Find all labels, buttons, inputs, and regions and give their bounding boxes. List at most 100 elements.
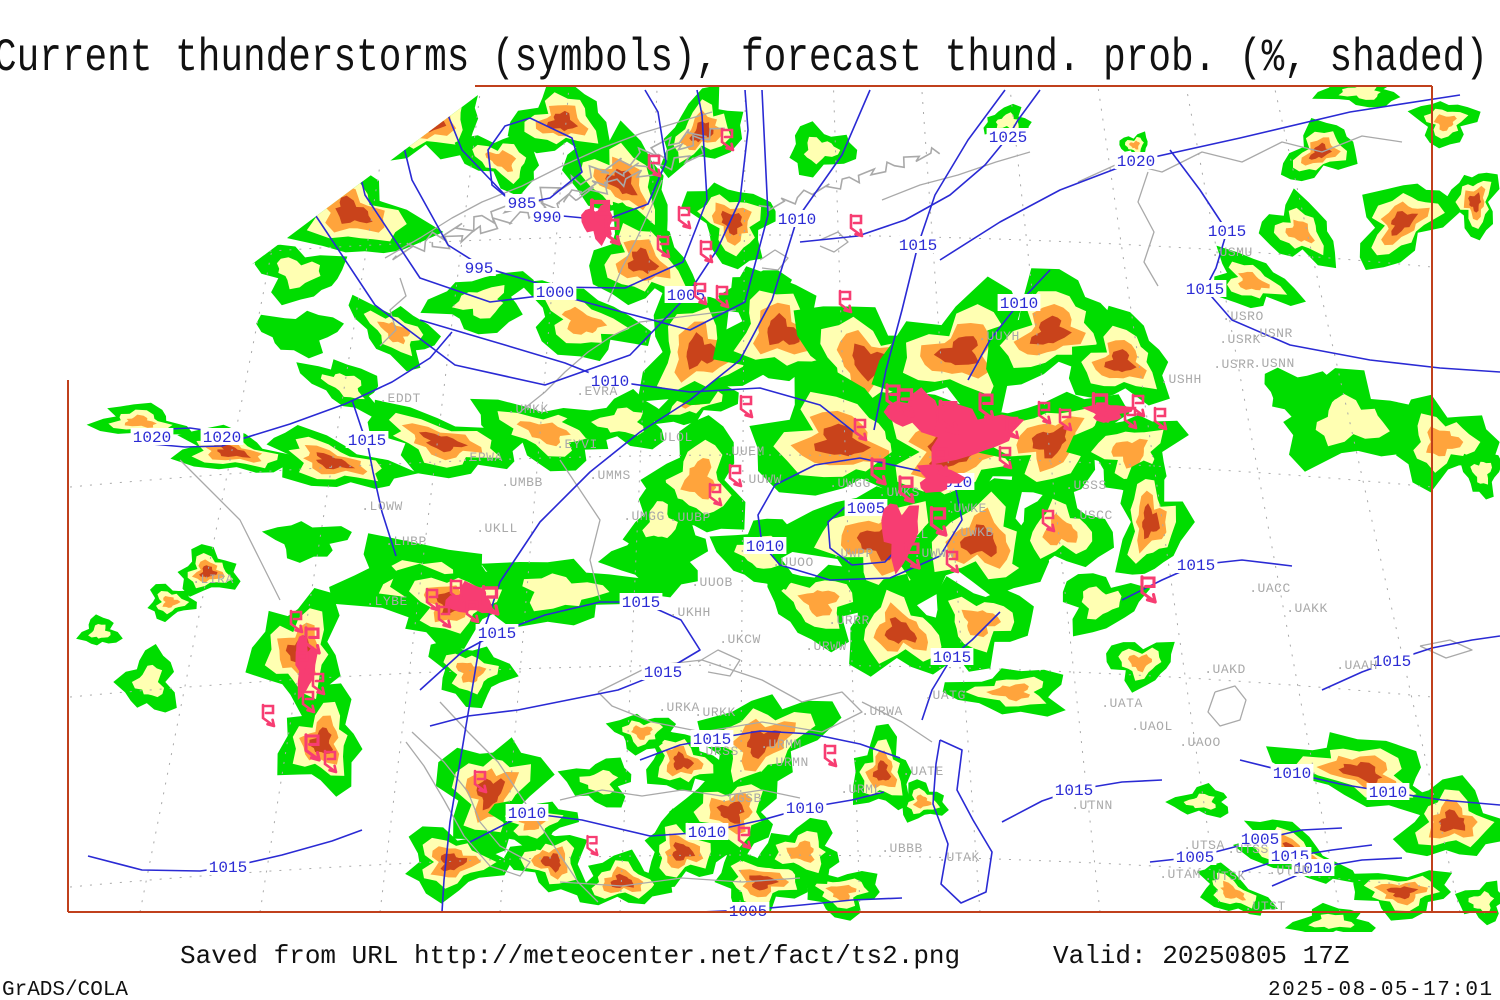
- station-id-label: .LYBE: [366, 594, 408, 609]
- prob-region-yellow: [1315, 392, 1390, 447]
- station-id-label: .UTSK: [1204, 869, 1246, 884]
- prob-region-red: [686, 332, 718, 370]
- isobar-line: [339, 89, 769, 331]
- prob-region-yellow: [1338, 86, 1381, 100]
- prob-region-red: [1142, 503, 1160, 540]
- coastline: [861, 701, 933, 743]
- isobar-label-box: [1174, 556, 1218, 573]
- station-id-label: .UTNN: [1071, 798, 1113, 813]
- isobar-label-box: [1183, 280, 1227, 297]
- isobar-label: 1010: [778, 211, 816, 229]
- prob-region-red: [933, 336, 979, 366]
- meridian-line: [139, 86, 306, 913]
- thunderstorm-icon: [289, 609, 304, 634]
- prob-region-orange: [1111, 438, 1148, 469]
- thunderstorm-cluster: [916, 464, 966, 493]
- isobar-label: 1025: [989, 129, 1027, 147]
- coastline: [379, 277, 407, 347]
- thunderstorm-icon: [589, 198, 612, 237]
- coastline: [519, 309, 737, 413]
- station-id-label: .USRO: [1222, 309, 1264, 324]
- thunderstorm-icon: [978, 392, 995, 421]
- isobar-line: [967, 269, 1051, 381]
- isobar-label: 1020: [1117, 153, 1155, 171]
- station-id-label: .LHBP: [385, 534, 427, 549]
- thunderstorm-icon: [301, 689, 316, 714]
- thunderstorm-icon: [853, 417, 868, 442]
- isobar-label: 1015: [933, 649, 971, 667]
- isobar-label: 1015: [622, 594, 660, 612]
- isobar-label: 1010: [1369, 784, 1407, 802]
- prob-region-yellow: [1308, 913, 1355, 929]
- station-id-label: .USCC: [1071, 508, 1113, 523]
- prob-region-orange: [1433, 114, 1457, 132]
- generation-timestamp: 2025-08-05-17:01: [1268, 979, 1494, 1000]
- station-id-label: .UAKD: [1204, 662, 1246, 677]
- prob-region-red: [627, 247, 660, 275]
- prob-region-red: [1468, 192, 1482, 213]
- coastline: [559, 459, 601, 601]
- isobar-label-box: [1205, 222, 1249, 239]
- thunderstorm-icon: [647, 153, 662, 178]
- isobar-label-box: [345, 431, 389, 448]
- isobar-line: [441, 89, 871, 913]
- station-id-label: .UBBB: [881, 841, 923, 856]
- isobar-line: [389, 89, 708, 289]
- thunderstorm-icon: [708, 482, 723, 507]
- thunderstorm-icon: [898, 475, 915, 504]
- prob-region-red: [852, 343, 893, 382]
- station-id-label: .EVRA: [576, 384, 618, 399]
- station-id-label: .UTDD: [1268, 863, 1310, 878]
- isobar-line: [1169, 149, 1500, 373]
- station-id-label: .URRR: [828, 613, 870, 628]
- isobar-label-box: [1291, 859, 1335, 876]
- prob-region-red: [1391, 211, 1419, 236]
- prob-region-red: [1438, 809, 1466, 832]
- prob-region-orange: [1220, 880, 1247, 901]
- station-id-label: .UAKK: [1286, 601, 1328, 616]
- isobar-label: 1015: [1373, 653, 1411, 671]
- mountain-clutter-line: [758, 146, 941, 213]
- prob-region-orange: [1426, 426, 1464, 457]
- thunderstorm-icon: [304, 733, 321, 762]
- prob-region-red: [610, 873, 634, 888]
- coastline: [759, 249, 789, 271]
- isobar-label-box: [206, 858, 250, 875]
- isobar-label: 1005: [847, 500, 885, 518]
- prob-region-orange: [797, 590, 840, 617]
- thunderstorm-icon: [1091, 392, 1110, 423]
- station-id-label: .UWGG: [829, 476, 871, 491]
- station-id-label: .URML: [840, 782, 882, 797]
- station-id-label: .URKK: [694, 705, 736, 720]
- isobar-label: 1015: [1186, 281, 1224, 299]
- thunderstorm-icon: [699, 239, 714, 264]
- isobar-line: [351, 399, 397, 557]
- prob-region-green: [256, 310, 344, 359]
- mountain-clutter-line: [562, 127, 725, 203]
- prob-region-red: [716, 801, 745, 824]
- isobar-label-box: [588, 372, 632, 389]
- coastline: [559, 789, 801, 801]
- isobar-label: 1015: [209, 859, 247, 877]
- station-id-label: .UMMS: [589, 468, 631, 483]
- prob-region-red: [749, 875, 779, 891]
- station-id-label: .UTSS: [1227, 842, 1269, 857]
- isobar-line: [281, 89, 749, 386]
- prob-region-red: [217, 444, 251, 458]
- source-url-caption: Saved from URL http://meteocenter.net/fa…: [180, 941, 961, 971]
- thunderstorm-icon: [904, 541, 921, 570]
- isobar-label: 1010: [746, 538, 784, 556]
- station-id-label: .UATG: [924, 688, 966, 703]
- isobar-label-box: [505, 804, 549, 821]
- coastline: [405, 731, 531, 877]
- station-id-label: .USNR: [1251, 326, 1293, 341]
- isobar-label: 1010: [591, 373, 629, 391]
- station-id-label: .UTAK: [938, 850, 980, 865]
- prob-region-orange: [162, 596, 181, 608]
- prob-region-red: [335, 195, 373, 224]
- thunderstorm-icon: [938, 399, 959, 435]
- station-id-label: .UUOB: [691, 575, 733, 590]
- prob-region-red: [287, 125, 318, 149]
- map-frame: [67, 85, 1497, 913]
- prob-region-orange: [516, 421, 571, 447]
